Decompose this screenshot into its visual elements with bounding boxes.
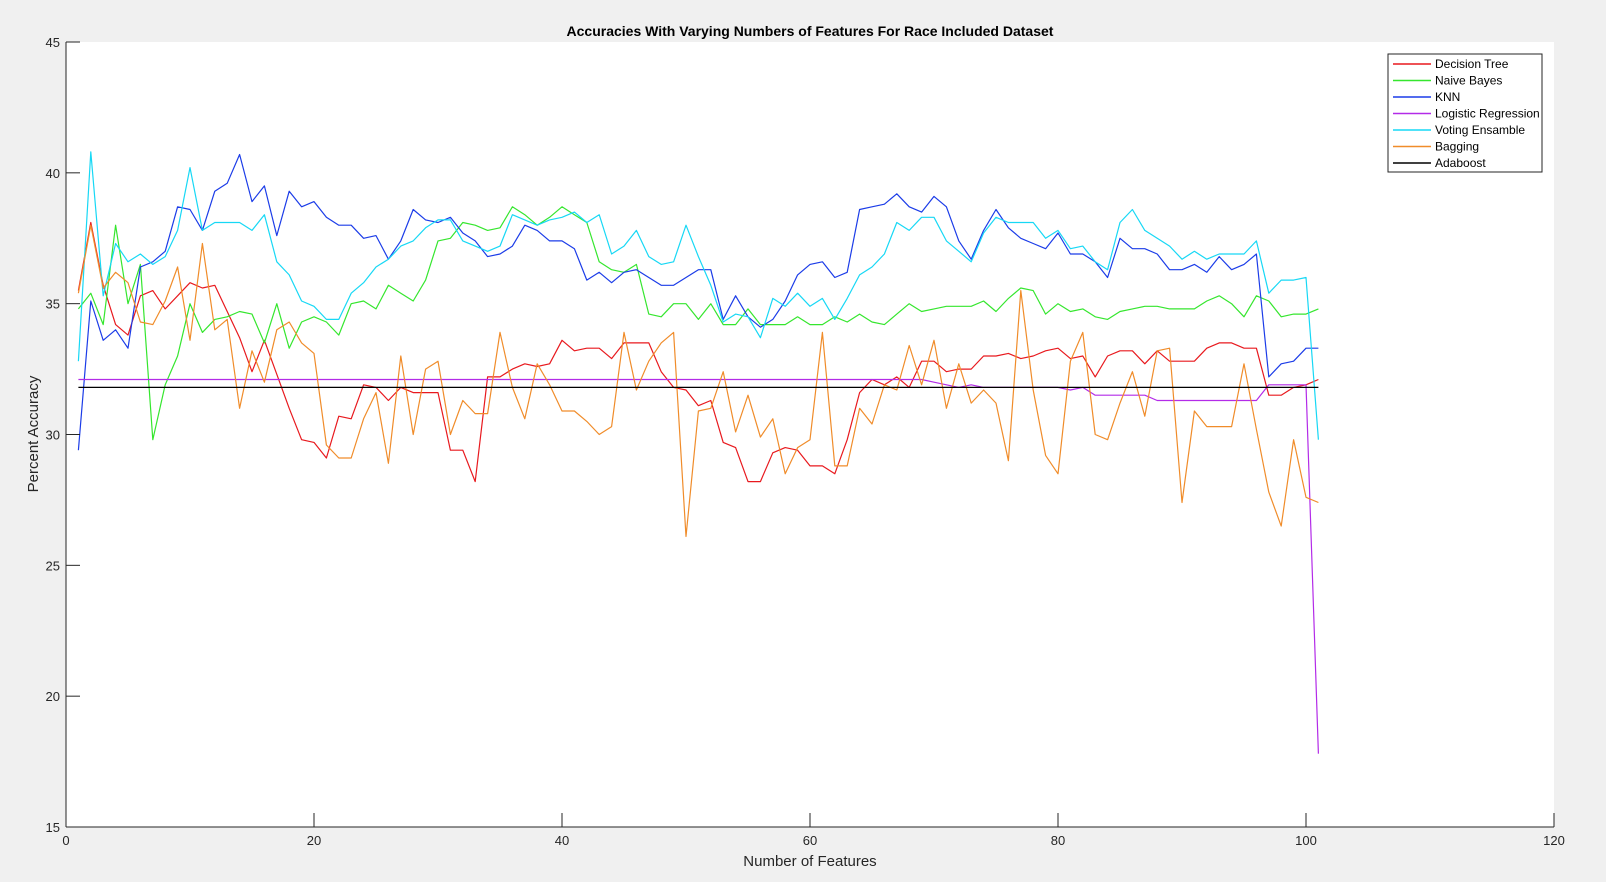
y-tick-label: 30 bbox=[46, 428, 60, 443]
series-line-4 bbox=[78, 378, 1319, 754]
y-tick-label: 15 bbox=[46, 820, 60, 835]
legend-label: Decision Tree bbox=[1435, 57, 1509, 71]
chart-title: Accuracies With Varying Numbers of Featu… bbox=[567, 23, 1054, 39]
y-tick-label: 45 bbox=[46, 35, 60, 50]
series-line-6 bbox=[77, 224, 1319, 538]
x-tick-label: 60 bbox=[803, 833, 817, 848]
legend-label: Adaboost bbox=[1435, 156, 1486, 170]
series-line-1 bbox=[77, 221, 1319, 483]
x-axis-label: Number of Features bbox=[743, 853, 876, 870]
y-axis-label: Percent Accuracy bbox=[25, 375, 42, 492]
series-layer bbox=[77, 151, 1319, 754]
y-tick-label: 20 bbox=[46, 689, 60, 704]
axes-layer: 0 20 40 60 80 100 120 15 20 25 30 35 40 45 bbox=[46, 35, 1565, 848]
x-tick-label: 40 bbox=[555, 833, 569, 848]
legend-label: Logistic Regression bbox=[1435, 107, 1540, 121]
series-line-3 bbox=[77, 153, 1319, 451]
x-tick-label: 100 bbox=[1295, 833, 1317, 848]
legend-label: Voting Ensamble bbox=[1435, 123, 1525, 137]
series-line-2 bbox=[77, 206, 1319, 441]
y-tick-label: 25 bbox=[46, 558, 60, 573]
legend-label: Naive Bayes bbox=[1435, 74, 1502, 88]
x-tick-label: 80 bbox=[1051, 833, 1065, 848]
x-tick-label: 20 bbox=[307, 833, 321, 848]
legend-label: KNN bbox=[1435, 90, 1460, 104]
x-tick-label: 120 bbox=[1543, 833, 1565, 848]
legend: Decision Tree Naive Bayes KNN Logistic Regr… bbox=[1387, 53, 1543, 173]
legend-label: Bagging bbox=[1435, 140, 1479, 154]
series-line-5 bbox=[77, 151, 1319, 440]
x-tick-label: 0 bbox=[62, 833, 69, 848]
y-tick-label: 35 bbox=[46, 297, 60, 312]
y-tick-label: 40 bbox=[46, 166, 60, 181]
